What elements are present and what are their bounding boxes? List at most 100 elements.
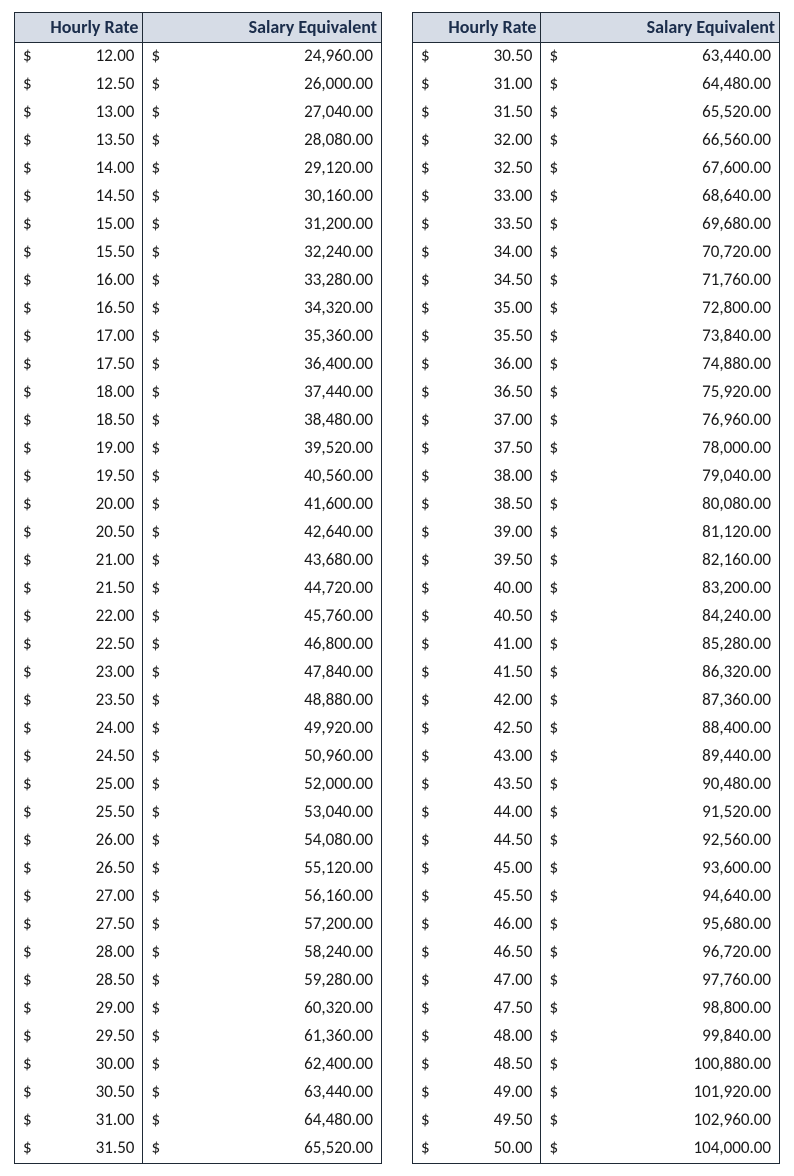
cell-hourly-rate: $16.00 — [15, 267, 143, 295]
table-row: $49.50$102,960.00 — [413, 1107, 780, 1135]
cell-value: 53,040.00 — [304, 802, 375, 822]
table-row: $44.50$92,560.00 — [413, 827, 780, 855]
cell-hourly-rate: $13.50 — [15, 127, 143, 155]
cell-value: 27,040.00 — [304, 102, 375, 122]
cell-salary-equivalent: $65,520.00 — [541, 99, 780, 127]
currency-symbol: $ — [149, 1054, 160, 1074]
cell-value: 31.50 — [494, 102, 535, 122]
currency-symbol: $ — [547, 382, 558, 402]
currency-symbol: $ — [419, 186, 430, 206]
cell-value: 23.00 — [96, 662, 137, 682]
cell-value: 31,200.00 — [304, 214, 375, 234]
rate-table-right: Hourly Rate Salary Equivalent $30.50$63,… — [412, 12, 780, 1164]
currency-symbol: $ — [149, 634, 160, 654]
cell-value: 76,960.00 — [702, 410, 773, 430]
currency-symbol: $ — [547, 186, 558, 206]
table-row: $16.50$34,320.00 — [15, 295, 382, 323]
cell-hourly-rate: $33.50 — [413, 211, 541, 239]
currency-symbol: $ — [547, 494, 558, 514]
cell-value: 42.50 — [494, 718, 535, 738]
currency-symbol: $ — [419, 382, 430, 402]
table-row: $21.00$43,680.00 — [15, 547, 382, 575]
cell-salary-equivalent: $29,120.00 — [143, 155, 382, 183]
cell-value: 48.00 — [494, 1026, 535, 1046]
cell-hourly-rate: $34.50 — [413, 267, 541, 295]
currency-symbol: $ — [547, 886, 558, 906]
currency-symbol: $ — [149, 494, 160, 514]
currency-symbol: $ — [547, 242, 558, 262]
currency-symbol: $ — [149, 1138, 160, 1158]
cell-value: 45.50 — [494, 886, 535, 906]
cell-hourly-rate: $29.00 — [15, 995, 143, 1023]
currency-symbol: $ — [419, 298, 430, 318]
cell-value: 48,880.00 — [304, 690, 375, 710]
cell-value: 20.00 — [96, 494, 137, 514]
cell-value: 36,400.00 — [304, 354, 375, 374]
table-row: $40.50$84,240.00 — [413, 603, 780, 631]
table-row: $38.00$79,040.00 — [413, 463, 780, 491]
cell-value: 18.50 — [96, 410, 137, 430]
cell-hourly-rate: $31.00 — [413, 71, 541, 99]
cell-salary-equivalent: $42,640.00 — [143, 519, 382, 547]
table-row: $50.00$104,000.00 — [413, 1135, 780, 1164]
table-row: $18.50$38,480.00 — [15, 407, 382, 435]
cell-salary-equivalent: $27,040.00 — [143, 99, 382, 127]
cell-value: 42,640.00 — [304, 522, 375, 542]
currency-symbol: $ — [149, 774, 160, 794]
table-row: $45.50$94,640.00 — [413, 883, 780, 911]
currency-symbol: $ — [419, 270, 430, 290]
currency-symbol: $ — [547, 102, 558, 122]
cell-value: 40.00 — [494, 578, 535, 598]
cell-value: 50,960.00 — [304, 746, 375, 766]
cell-value: 70,720.00 — [702, 242, 773, 262]
cell-hourly-rate: $24.50 — [15, 743, 143, 771]
cell-value: 86,320.00 — [702, 662, 773, 682]
cell-hourly-rate: $24.00 — [15, 715, 143, 743]
currency-symbol: $ — [419, 1026, 430, 1046]
cell-salary-equivalent: $32,240.00 — [143, 239, 382, 267]
table-row: $16.00$33,280.00 — [15, 267, 382, 295]
cell-hourly-rate: $15.00 — [15, 211, 143, 239]
currency-symbol: $ — [419, 326, 430, 346]
cell-value: 72,800.00 — [702, 298, 773, 318]
currency-symbol: $ — [21, 242, 32, 262]
currency-symbol: $ — [149, 130, 160, 150]
cell-salary-equivalent: $76,960.00 — [541, 407, 780, 435]
currency-symbol: $ — [547, 354, 558, 374]
table-row: $33.50$69,680.00 — [413, 211, 780, 239]
currency-symbol: $ — [547, 1138, 558, 1158]
cell-hourly-rate: $32.50 — [413, 155, 541, 183]
cell-salary-equivalent: $48,880.00 — [143, 687, 382, 715]
cell-hourly-rate: $15.50 — [15, 239, 143, 267]
cell-value: 23.50 — [96, 690, 137, 710]
table-header-row: Hourly Rate Salary Equivalent — [15, 13, 382, 43]
cell-value: 66,560.00 — [702, 130, 773, 150]
cell-hourly-rate: $28.50 — [15, 967, 143, 995]
currency-symbol: $ — [21, 298, 32, 318]
cell-salary-equivalent: $91,520.00 — [541, 799, 780, 827]
table-row: $28.00$58,240.00 — [15, 939, 382, 967]
cell-value: 69,680.00 — [702, 214, 773, 234]
cell-salary-equivalent: $54,080.00 — [143, 827, 382, 855]
cell-salary-equivalent: $66,560.00 — [541, 127, 780, 155]
currency-symbol: $ — [21, 914, 32, 934]
cell-salary-equivalent: $98,800.00 — [541, 995, 780, 1023]
cell-value: 21.50 — [96, 578, 137, 598]
cell-salary-equivalent: $53,040.00 — [143, 799, 382, 827]
cell-salary-equivalent: $34,320.00 — [143, 295, 382, 323]
currency-symbol: $ — [419, 690, 430, 710]
cell-value: 50.00 — [494, 1138, 535, 1158]
cell-hourly-rate: $33.00 — [413, 183, 541, 211]
cell-value: 68,640.00 — [702, 186, 773, 206]
currency-symbol: $ — [547, 662, 558, 682]
cell-hourly-rate: $40.00 — [413, 575, 541, 603]
cell-value: 78,000.00 — [702, 438, 773, 458]
cell-hourly-rate: $42.50 — [413, 715, 541, 743]
cell-hourly-rate: $36.50 — [413, 379, 541, 407]
currency-symbol: $ — [547, 466, 558, 486]
currency-symbol: $ — [21, 102, 32, 122]
currency-symbol: $ — [149, 158, 160, 178]
currency-symbol: $ — [149, 830, 160, 850]
cell-value: 25.00 — [96, 774, 137, 794]
cell-value: 31.00 — [494, 74, 535, 94]
